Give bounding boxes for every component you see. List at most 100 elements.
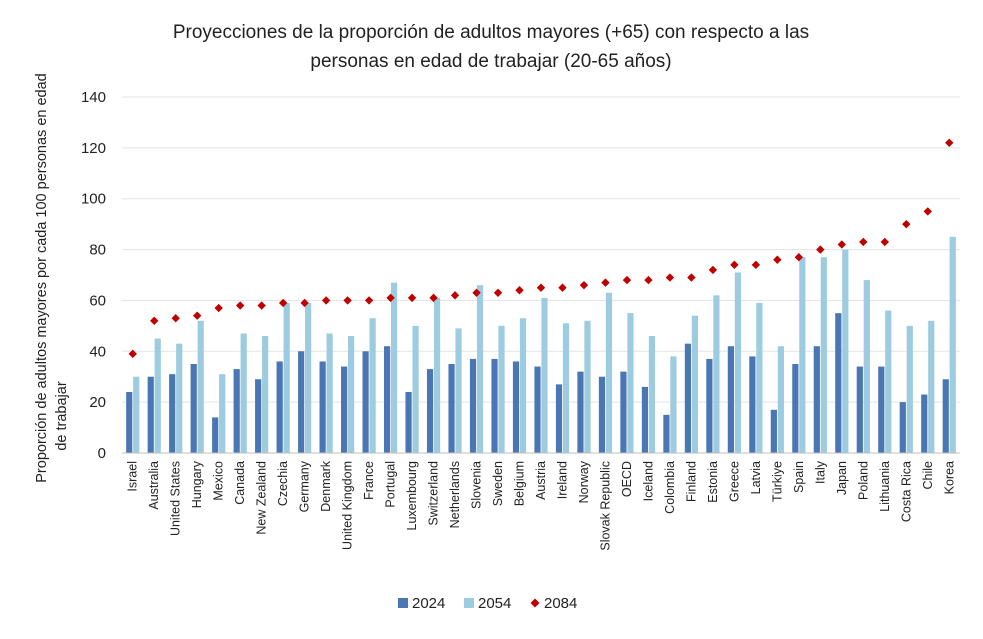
marker-2084 [515, 286, 524, 295]
marker-2084 [386, 293, 395, 303]
bar-2024 [512, 361, 520, 453]
bar-2054 [154, 338, 161, 453]
marker-2084 [214, 303, 223, 313]
bar-2024 [448, 364, 455, 453]
marker-2084 [429, 293, 438, 303]
marker-2084 [343, 296, 352, 305]
x-tick-label: New Zealand [255, 461, 269, 535]
x-tick-label: Switzerland [427, 461, 441, 526]
marker-2084 [579, 280, 589, 290]
y-tick-label: 80 [89, 242, 106, 259]
x-tick-label: Finland [684, 461, 698, 502]
bar-2024 [491, 358, 498, 453]
bar-2024 [727, 346, 734, 453]
marker-2084 [364, 296, 374, 305]
y-tick-label: 100 [81, 191, 106, 208]
x-tick-label: Luxembourg [405, 461, 419, 531]
x-tick-label: Korea [942, 461, 956, 494]
bar-2024 [341, 366, 348, 453]
x-tick-label: Estonia [706, 461, 720, 503]
bar-2024 [255, 379, 262, 453]
gridlines [122, 96, 960, 403]
marker-2084 [880, 237, 889, 247]
x-tick-label: Canada [233, 461, 247, 505]
bar-2024 [577, 371, 584, 453]
bar-2054 [713, 295, 720, 453]
bar-2054 [670, 356, 677, 453]
marker-2084 [193, 311, 202, 320]
bar-2024 [942, 379, 949, 453]
bar-2054 [777, 346, 784, 453]
bar-2054 [262, 336, 269, 453]
legend-label: 2054 [478, 595, 511, 612]
x-tick-label: Spain [792, 461, 806, 493]
bar-2054 [390, 282, 398, 453]
bar-2024 [212, 417, 219, 453]
bar-2024 [405, 391, 412, 453]
marker-2084 [472, 288, 481, 297]
bar-2024 [620, 371, 627, 453]
marker-2084 [257, 301, 266, 310]
bar-2024 [190, 364, 197, 453]
x-tick-label: Australia [147, 461, 161, 510]
marker-2084 [128, 349, 137, 359]
bar-2054 [369, 318, 376, 453]
chart-title-line1: Proyecciones de la proporción de adultos… [173, 22, 809, 43]
bar-2024 [706, 358, 713, 453]
x-tick-label: Poland [856, 461, 870, 500]
bar-2054 [541, 297, 548, 453]
bar-2024 [878, 366, 885, 453]
x-tick-label: Slovak Republic [598, 461, 612, 551]
x-tick-label: Greece [727, 461, 741, 502]
x-tick-label: Japan [835, 461, 849, 495]
x-tick-label: OECD [620, 461, 634, 497]
marker-2084 [902, 219, 911, 229]
bar-2024 [835, 313, 842, 453]
bar-2024 [233, 369, 240, 453]
x-tick-label: Hungary [190, 460, 204, 508]
bar-2024 [298, 351, 305, 453]
bar-2024 [276, 361, 283, 453]
y-tick-label: 140 [81, 89, 106, 106]
bars [126, 236, 956, 453]
bar-2054 [605, 292, 613, 453]
x-tick-label: Netherlands [448, 461, 462, 528]
x-tick-label: Austria [534, 461, 548, 500]
bar-2024 [555, 384, 563, 453]
marker-2084 [665, 273, 675, 282]
bar-2054 [305, 302, 312, 453]
bar-2054 [348, 336, 355, 453]
marker-2084 [493, 288, 503, 297]
bar-2024 [469, 358, 477, 453]
legend-swatch-2024 [398, 598, 408, 608]
bar-2054 [176, 343, 183, 453]
marker-2084 [407, 293, 417, 303]
bar-2024 [856, 366, 863, 453]
legend-swatch-2084 [530, 598, 540, 608]
marker-2084 [923, 207, 932, 216]
markers [128, 138, 954, 359]
bar-2024 [899, 402, 906, 453]
x-tick-label: Ireland [555, 461, 569, 499]
bar-2054 [498, 325, 505, 453]
bar-2054 [326, 333, 333, 453]
x-tick-label: Germany [298, 460, 312, 512]
legend-label: 2084 [544, 595, 577, 612]
chart-title-line2: personas en edad de trabajar (20-65 años… [310, 51, 671, 72]
marker-2084 [687, 273, 696, 282]
marker-2084 [816, 245, 825, 254]
y-tick-label: 0 [98, 445, 106, 462]
marker-2084 [644, 275, 653, 285]
bar-2054 [627, 313, 634, 453]
bar-2024 [383, 346, 391, 453]
bar-2054 [562, 323, 570, 453]
x-tick-label: Czechia [276, 461, 290, 506]
bar-2054 [756, 302, 763, 453]
x-axis-tick-labels: Israel Australia United States Hungary Mexic… [126, 460, 957, 550]
x-tick-label: Italy [813, 460, 827, 484]
bar-2024 [169, 374, 176, 453]
bar-2054 [928, 320, 935, 453]
marker-2084 [321, 296, 331, 305]
x-tick-label: United Kingdom [341, 461, 355, 550]
